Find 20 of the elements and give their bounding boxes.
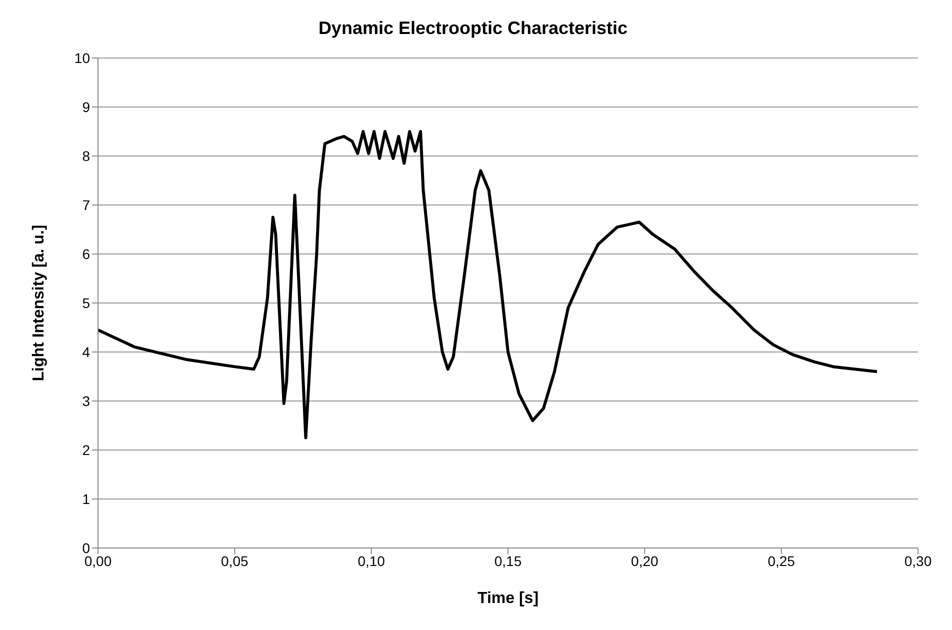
y-axis-title: Light Intensity [a. u.] [30, 224, 48, 382]
y-tick-label: 2 [82, 442, 90, 458]
y-tick-label: 9 [82, 98, 90, 115]
y-tick-label: 7 [82, 196, 90, 213]
chart-title: Dynamic Electrooptic Characteristic [317, 17, 629, 40]
x-tick-label: 0,10 [358, 552, 386, 569]
y-tick-label: 5 [82, 294, 90, 311]
x-tick-label: 0,15 [494, 552, 522, 569]
x-tick-label: 0,20 [631, 552, 659, 569]
y-tick-label: 8 [82, 148, 90, 164]
x-tick-label: 0,05 [221, 552, 249, 569]
y-tick-label: 1 [82, 490, 90, 507]
y-tick-label: 4 [82, 344, 90, 360]
y-tick-label: 3 [82, 392, 90, 409]
line-series [98, 130, 878, 440]
x-axis-title: Time [s] [477, 590, 539, 607]
y-tick-label: 10 [74, 50, 90, 66]
x-tick-label: 0,30 [904, 552, 932, 569]
y-tick-label: 6 [82, 246, 90, 262]
x-tick-label: 0,25 [768, 552, 796, 569]
